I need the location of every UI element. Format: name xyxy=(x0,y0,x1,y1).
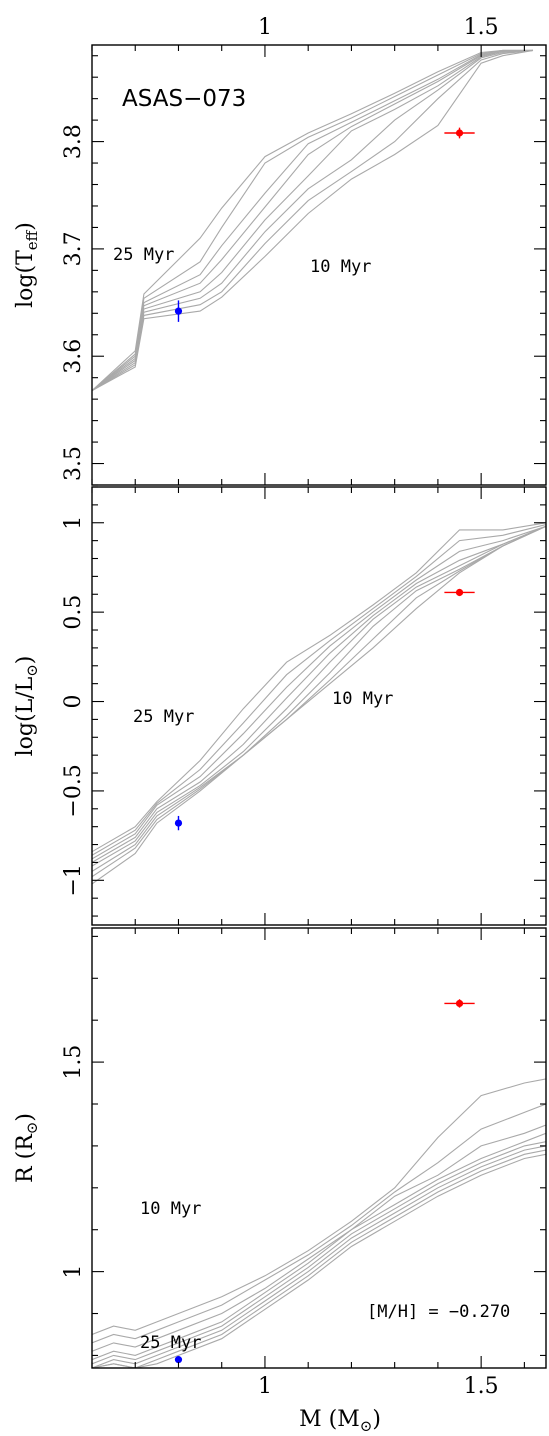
top-x-tick-label: 1 xyxy=(258,15,272,40)
isochrone-line-6 xyxy=(92,1149,546,1368)
isochrone-line-5 xyxy=(92,1145,546,1368)
data-point-1 xyxy=(455,999,464,1008)
panel-frame xyxy=(91,44,547,486)
y-axis-title-text: log(L/L⊙) xyxy=(13,656,41,757)
y-tick-label: 1.5 xyxy=(61,1045,86,1080)
isochrones xyxy=(92,49,534,392)
annotation-label: [M/H] = −0.270 xyxy=(367,1302,510,1322)
object-label: ASAS−073 xyxy=(122,86,246,112)
x-axis-title: M (M⊙) xyxy=(299,1407,381,1435)
y-tick-label: 0 xyxy=(61,695,86,709)
y-axis-title: R (R⊙) xyxy=(13,1113,41,1183)
y-tick-label: 3.5 xyxy=(61,446,86,481)
isochrone-line-6 xyxy=(92,523,546,856)
y-tick-label: 1 xyxy=(61,516,86,530)
data-point-0 xyxy=(174,1356,183,1364)
bottom-x-tick-label: 1 xyxy=(258,1374,272,1399)
y-tick-label: 0.5 xyxy=(61,595,86,630)
isochrone-line-5 xyxy=(92,525,546,860)
data-point-0 xyxy=(174,819,183,827)
y-tick-label: −1 xyxy=(61,864,86,896)
isochrone-line-1 xyxy=(92,525,546,878)
y-tick-label: 3.6 xyxy=(61,339,86,374)
isochrone-line-2 xyxy=(92,525,546,872)
panel-top: 3.5 3.6 3.7 3.8 log(Teff) xyxy=(13,44,547,486)
isochrones xyxy=(92,1078,546,1368)
y-axis-title-text: R (R⊙) xyxy=(13,1113,41,1183)
y-axis-title-text: log(Teff) xyxy=(13,222,41,308)
isochrone-line-2 xyxy=(92,1124,546,1352)
annotation-label: 10 Myr xyxy=(310,257,371,277)
panel-bottom: 1 1.5 R (R⊙) xyxy=(13,927,547,1369)
isochrone-line-0 xyxy=(92,49,534,392)
panel-middle: −1 −0.5 0 0.5 1 log(L/L⊙) xyxy=(13,486,547,926)
isochrone-line-3 xyxy=(92,525,546,867)
annotation-label: 10 Myr xyxy=(332,689,393,709)
data-point-1 xyxy=(455,588,464,597)
y-axis-title: log(L/L⊙) xyxy=(13,656,41,757)
isochrone-line-7 xyxy=(92,522,546,853)
isochrone-line-3 xyxy=(92,1132,546,1361)
y-tick-label: 3.7 xyxy=(61,231,86,266)
data-point-0 xyxy=(174,307,183,315)
panel-frame xyxy=(91,927,547,1369)
annotation-label: 25 Myr xyxy=(133,707,194,727)
isochrones xyxy=(92,522,546,885)
y-axis-title: log(Teff) xyxy=(13,222,41,308)
isochrone-line-1 xyxy=(92,1103,546,1344)
panel-frame xyxy=(91,486,547,926)
y-tick-label: −0.5 xyxy=(61,764,86,817)
isochrone-line-4 xyxy=(92,1141,546,1365)
top-x-tick-label: 1.5 xyxy=(464,15,499,40)
isochrone-line-0 xyxy=(92,1078,546,1336)
data-point-1 xyxy=(455,129,464,137)
annotation-label: 10 Myr xyxy=(140,1199,201,1219)
isochrone-line-0 xyxy=(92,525,546,885)
y-tick-label: 3.8 xyxy=(61,124,86,159)
annotation-label: 25 Myr xyxy=(140,1333,201,1353)
y-tick-label: 1 xyxy=(61,1265,86,1279)
bottom-x-tick-label: 1.5 xyxy=(464,1374,499,1399)
isochrone-line-4 xyxy=(92,525,546,863)
annotation-label: 25 Myr xyxy=(113,245,174,265)
